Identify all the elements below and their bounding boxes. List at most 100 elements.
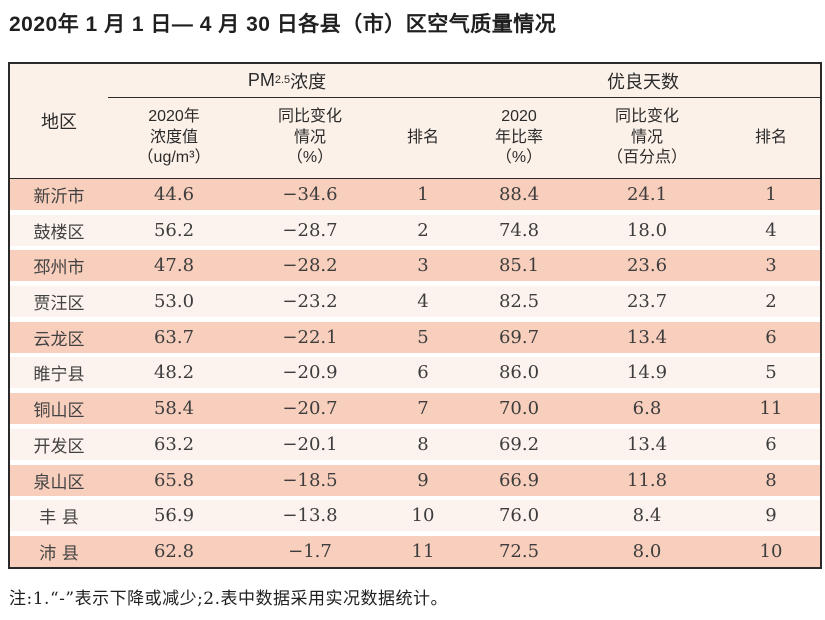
- header-good-rank: 排名: [754, 128, 787, 146]
- value-cell: 11.8: [626, 469, 668, 491]
- value-cell: 6: [765, 326, 777, 348]
- value-cell: 7: [417, 398, 429, 420]
- footnote: 注:1.“-”表示下降或减少;2.表中数据采用实况数据统计。: [9, 589, 449, 609]
- table-row: 鼓楼区 56.2 −28.7 2 74.8 18.0 4: [10, 214, 820, 246]
- header-good-ratio: 2020 年比率 （%）: [494, 107, 543, 167]
- table-row: 新沂市 44.6 −34.6 1 88.4 24.1 1: [10, 179, 820, 210]
- value-cell: −22.1: [282, 326, 338, 348]
- table-row: 开发区 63.2 −20.1 8 69.2 13.4 6: [10, 428, 820, 460]
- header-subrow: 2020年 浓度值 （ug/m³） 同比变化 情况 （%） 排名 2020 年比…: [108, 98, 820, 178]
- table-row: 沛 县 62.8 −1.7 11 72.5 8.0 10: [10, 535, 820, 567]
- value-cell: 8: [417, 433, 429, 455]
- value-cell: 56.2: [153, 219, 195, 241]
- value-cell: 76.0: [498, 505, 540, 527]
- value-cell: 65.8: [153, 469, 195, 491]
- value-cell: 88.4: [498, 184, 540, 205]
- value-cell: 9: [417, 469, 429, 491]
- region-cell: 鼓楼区: [33, 222, 85, 243]
- value-cell: 74.8: [498, 219, 540, 241]
- header-divider-line: [108, 97, 820, 98]
- value-cell: 4: [765, 219, 777, 241]
- value-cell: 85.1: [498, 255, 540, 277]
- value-cell: 66.9: [498, 469, 540, 491]
- value-cell: 58.4: [153, 398, 195, 420]
- value-cell: −18.5: [282, 469, 338, 491]
- header-group-good-days: 优良天数: [607, 71, 679, 92]
- header-group-pm25: PM 2.5 浓度: [108, 64, 466, 97]
- value-cell: 6: [765, 433, 777, 455]
- header-good-change: 同比变化 情况 （百分点）: [606, 107, 687, 167]
- value-cell: 1: [417, 184, 429, 205]
- value-cell: −28.7: [282, 219, 338, 241]
- value-cell: 44.6: [153, 184, 195, 205]
- header-pm25-value: 2020年 浓度值 （ug/m³）: [137, 107, 211, 167]
- value-cell: −23.2: [282, 291, 338, 313]
- region-cell: 贾汪区: [33, 294, 85, 315]
- header-pm25-rank: 排名: [406, 128, 439, 146]
- value-cell: 53.0: [153, 291, 195, 313]
- value-cell: 82.5: [498, 291, 540, 313]
- value-cell: 18.0: [626, 219, 668, 241]
- region-cell: 沛 县: [39, 543, 79, 564]
- value-cell: −1.7: [288, 540, 332, 562]
- value-cell: 13.4: [626, 326, 668, 348]
- region-cell: 丰 县: [39, 508, 79, 529]
- value-cell: 70.0: [498, 398, 540, 420]
- value-cell: 8: [765, 469, 777, 491]
- value-cell: 6: [417, 362, 429, 384]
- table-header: 地区 PM 2.5 浓度 优良天数 2020年 浓度值 （ug/m³） 同比变化 …: [10, 64, 820, 179]
- pm25-label-suffix: 浓度: [290, 71, 327, 92]
- value-cell: 4: [417, 291, 429, 313]
- region-cell: 开发区: [33, 436, 85, 457]
- value-cell: 72.5: [498, 540, 540, 562]
- value-cell: 8.4: [632, 505, 662, 527]
- value-cell: 13.4: [626, 433, 668, 455]
- value-cell: 24.1: [626, 184, 668, 205]
- value-cell: 69.7: [498, 326, 540, 348]
- value-cell: 6.8: [632, 398, 662, 420]
- value-cell: 8.0: [632, 540, 662, 562]
- value-cell: 62.8: [153, 540, 195, 562]
- table-row: 云龙区 63.7 −22.1 5 69.7 13.4 6: [10, 321, 820, 353]
- value-cell: 5: [765, 362, 777, 384]
- value-cell: 10: [759, 540, 783, 562]
- region-cell: 新沂市: [33, 187, 85, 207]
- value-cell: 69.2: [498, 433, 540, 455]
- value-cell: 14.9: [626, 362, 668, 384]
- table-row: 邳州市 47.8 −28.2 3 85.1 23.6 3: [10, 250, 820, 282]
- value-cell: 11: [759, 398, 783, 420]
- pm25-label-subscript: 2.5: [274, 74, 291, 86]
- value-cell: −13.8: [282, 505, 338, 527]
- value-cell: 56.9: [153, 505, 195, 527]
- table-row: 睢宁县 48.2 −20.9 6 86.0 14.9 5: [10, 357, 820, 389]
- value-cell: 2: [417, 219, 429, 241]
- air-quality-table: 地区 PM 2.5 浓度 优良天数 2020年 浓度值 （ug/m³） 同比变化 …: [8, 62, 822, 569]
- header-region: 地区: [41, 112, 77, 132]
- region-cell: 铜山区: [33, 401, 85, 422]
- value-cell: 9: [765, 505, 777, 527]
- value-cell: 3: [765, 255, 777, 277]
- value-cell: 11: [411, 540, 435, 562]
- region-cell: 泉山区: [33, 472, 85, 493]
- table-row: 丰 县 56.9 −13.8 10 76.0 8.4 9: [10, 500, 820, 532]
- table-row: 贾汪区 53.0 −23.2 4 82.5 23.7 2: [10, 286, 820, 318]
- value-cell: −20.7: [282, 398, 338, 420]
- value-cell: 23.7: [626, 291, 668, 313]
- value-cell: −20.9: [282, 362, 338, 384]
- region-cell: 睢宁县: [33, 365, 85, 386]
- value-cell: −20.1: [282, 433, 338, 455]
- value-cell: 86.0: [498, 362, 540, 384]
- value-cell: 23.6: [626, 255, 668, 277]
- table-row: 泉山区 65.8 −18.5 9 66.9 11.8 8: [10, 464, 820, 496]
- value-cell: 3: [417, 255, 429, 277]
- table-row: 铜山区 58.4 −20.7 7 70.0 6.8 11: [10, 393, 820, 425]
- value-cell: 63.7: [153, 326, 195, 348]
- value-cell: 1: [765, 184, 777, 205]
- value-cell: 47.8: [153, 255, 195, 277]
- region-cell: 邳州市: [33, 258, 85, 279]
- table-body: 新沂市 44.6 −34.6 1 88.4 24.1 1 鼓楼区 56.2 −28.7 2 74.8 1…: [10, 179, 820, 567]
- value-cell: 48.2: [153, 362, 195, 384]
- page-title: 2020年 1 月 1 日— 4 月 30 日各县（市）区空气质量情况: [9, 13, 557, 36]
- value-cell: 63.2: [153, 433, 195, 455]
